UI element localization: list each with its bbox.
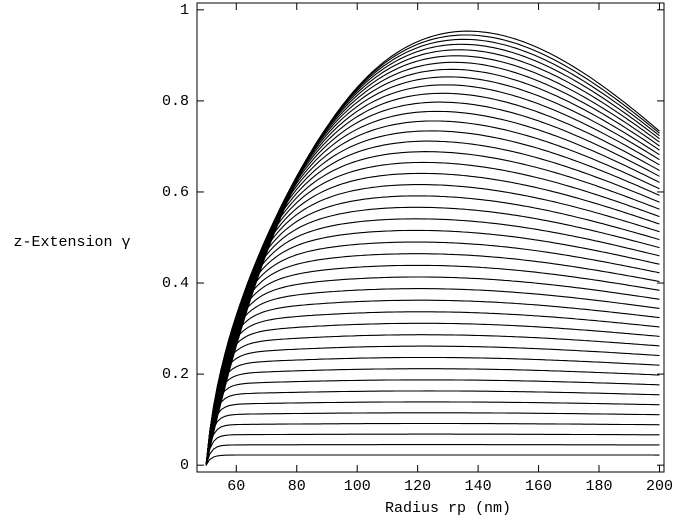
contour-line — [205, 218, 660, 466]
contour-line — [205, 49, 660, 466]
contour-line — [205, 390, 660, 466]
contour-line — [205, 379, 660, 466]
contour-line — [205, 43, 660, 466]
contour-line — [205, 140, 660, 466]
contour-line — [205, 454, 660, 466]
x-axis-label: Radius rp (nm) — [385, 500, 511, 517]
contour-line — [205, 368, 660, 466]
x-tick-label: 80 — [288, 478, 306, 495]
x-tick-label: 160 — [525, 478, 552, 495]
y-tick-label: 0 — [180, 457, 189, 474]
contour-line — [205, 30, 660, 466]
contour-line — [205, 61, 660, 466]
contour-line — [205, 299, 660, 466]
contour-line — [205, 401, 660, 466]
y-tick-label: 0.4 — [162, 275, 189, 292]
contour-line — [205, 422, 660, 466]
contour-line — [205, 241, 660, 466]
y-axis-label: z-Extension γ — [13, 234, 130, 251]
contour-line — [205, 433, 660, 466]
y-tick-label: 1 — [180, 2, 189, 19]
contour-line — [205, 101, 660, 466]
contour-line — [205, 356, 660, 466]
x-tick-label: 200 — [646, 478, 673, 495]
plot-area — [205, 30, 660, 466]
contour-line — [205, 444, 660, 466]
contour-line — [205, 288, 660, 466]
x-tick-label: 180 — [586, 478, 613, 495]
contour-line — [205, 276, 660, 466]
contour-line — [205, 38, 660, 466]
plot-frame — [196, 2, 665, 473]
x-tick-label: 140 — [465, 478, 492, 495]
contour-line — [205, 68, 660, 466]
contour-line — [205, 311, 660, 466]
contour-line — [205, 172, 660, 466]
contour-line — [205, 229, 660, 466]
contour-line — [205, 130, 660, 466]
contour-line — [205, 151, 660, 466]
contour-line — [205, 322, 660, 466]
y-tick-label: 0.8 — [162, 93, 189, 110]
y-tick-label: 0.6 — [162, 184, 189, 201]
x-tick-label: 60 — [227, 478, 245, 495]
contour-line — [205, 253, 660, 466]
x-tick-label: 100 — [344, 478, 371, 495]
x-tick-label: 120 — [404, 478, 431, 495]
contour-line — [205, 334, 660, 466]
contour-line — [205, 412, 660, 466]
contour-line — [205, 195, 660, 466]
contour-line — [205, 264, 660, 466]
contour-line — [205, 34, 660, 466]
contour-line — [205, 345, 660, 466]
contour-line — [205, 184, 660, 466]
y-tick-label: 0.2 — [162, 366, 189, 383]
contour-line — [205, 161, 660, 466]
contour-line — [205, 206, 660, 466]
